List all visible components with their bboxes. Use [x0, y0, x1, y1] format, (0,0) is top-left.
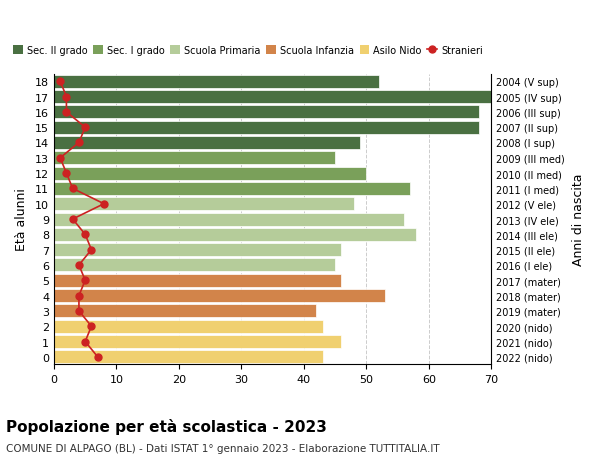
Bar [54, 121, 479, 134]
Bar [54, 91, 491, 104]
Bar [54, 320, 323, 333]
Text: Popolazione per età scolastica - 2023: Popolazione per età scolastica - 2023 [6, 418, 327, 434]
Text: COMUNE DI ALPAGO (BL) - Dati ISTAT 1° gennaio 2023 - Elaborazione TUTTITALIA.IT: COMUNE DI ALPAGO (BL) - Dati ISTAT 1° ge… [6, 443, 440, 453]
Bar [54, 167, 367, 180]
Y-axis label: Età alunni: Età alunni [15, 188, 28, 251]
Bar [54, 152, 335, 165]
Bar [54, 290, 385, 302]
Bar [54, 213, 404, 226]
Bar [54, 76, 379, 89]
Bar [54, 106, 479, 119]
Bar [54, 244, 341, 257]
Bar [54, 274, 341, 287]
Bar [54, 198, 354, 211]
Bar [54, 335, 341, 348]
Y-axis label: Anni di nascita: Anni di nascita [572, 174, 585, 266]
Legend: Sec. II grado, Sec. I grado, Scuola Primaria, Scuola Infanzia, Asilo Nido, Stran: Sec. II grado, Sec. I grado, Scuola Prim… [9, 41, 487, 59]
Bar [54, 183, 410, 196]
Bar [54, 351, 323, 364]
Bar [54, 259, 335, 272]
Bar [54, 228, 416, 241]
Bar [54, 305, 316, 318]
Bar [54, 137, 360, 150]
